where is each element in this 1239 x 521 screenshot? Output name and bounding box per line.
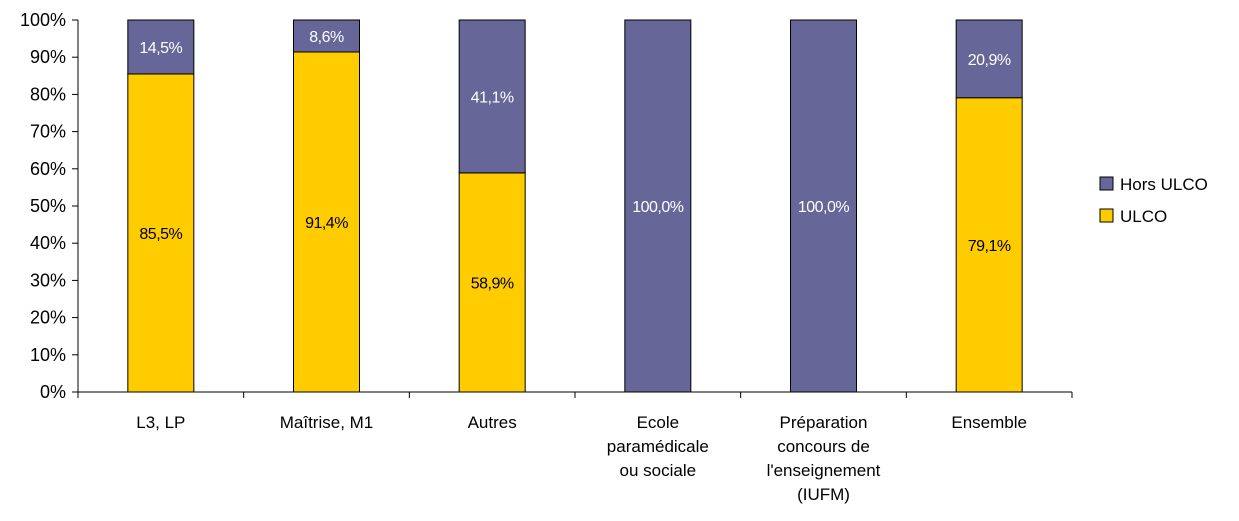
x-category-label: Préparation concours de l'enseignement (IUF… [767,413,881,504]
legend-label-ulco: ULCO [1120,207,1167,226]
bars [127,19,1023,393]
data-labels: 85,5% 14,5% 91,4% 8,6% 58,9% 41,1% 100,0% 100,0… [139,29,1011,292]
x-category-label: Autres [468,413,517,432]
bar-segment-ulco [293,51,360,393]
y-tick-label: 40% [30,233,66,253]
bar-segment-hors-ulco [127,19,195,75]
y-tick-label: 10% [30,345,66,365]
bar-segment-ulco [127,73,195,393]
bar-segment-ulco [955,97,1023,393]
x-category-label: Ecole paramédicale ou sociale [607,413,709,480]
y-tick-label: 30% [30,270,66,290]
y-tick-label: 60% [30,159,66,179]
bar-segment-hors-ulco [624,19,692,393]
data-label: 100,0% [798,199,850,216]
y-tick-label: 80% [30,84,66,104]
y-tick-label: 0% [40,382,66,402]
axes: 0% 10% 20% 30% 40% 50% 60% 70% 80% 90% 100% L3, LP M… [20,10,1073,504]
y-tick-label: 70% [30,122,66,142]
bar-segment-hors-ulco [790,19,857,393]
data-label: 58,9% [471,275,514,292]
bar-segment-hors-ulco [458,19,526,174]
y-tick-label: 20% [30,308,66,328]
legend-swatch-hors-ulco [1099,176,1114,191]
data-label: 41,1% [471,89,514,106]
data-label: 8,6% [309,29,344,46]
y-tick-label: 90% [30,47,66,67]
legend-swatch-ulco [1099,208,1114,223]
bar-segment-ulco [458,172,526,393]
legend: Hors ULCO ULCO [1099,175,1208,226]
data-label: 85,5% [139,226,182,243]
data-label: 79,1% [968,238,1011,255]
x-category-label: Maîtrise, M1 [280,413,374,432]
x-category-label: Ensemble [951,413,1027,432]
legend-label-hors-ulco: Hors ULCO [1120,175,1208,194]
y-tick-label: 100% [20,10,66,30]
data-label: 100,0% [632,199,684,216]
bar-segment-hors-ulco [293,19,360,53]
data-label: 14,5% [139,40,182,57]
bar-segment-hors-ulco [955,19,1023,99]
x-category-label: L3, LP [136,413,185,432]
y-tick-label: 50% [30,196,66,216]
data-label: 91,4% [305,215,348,232]
data-label: 20,9% [968,52,1011,69]
